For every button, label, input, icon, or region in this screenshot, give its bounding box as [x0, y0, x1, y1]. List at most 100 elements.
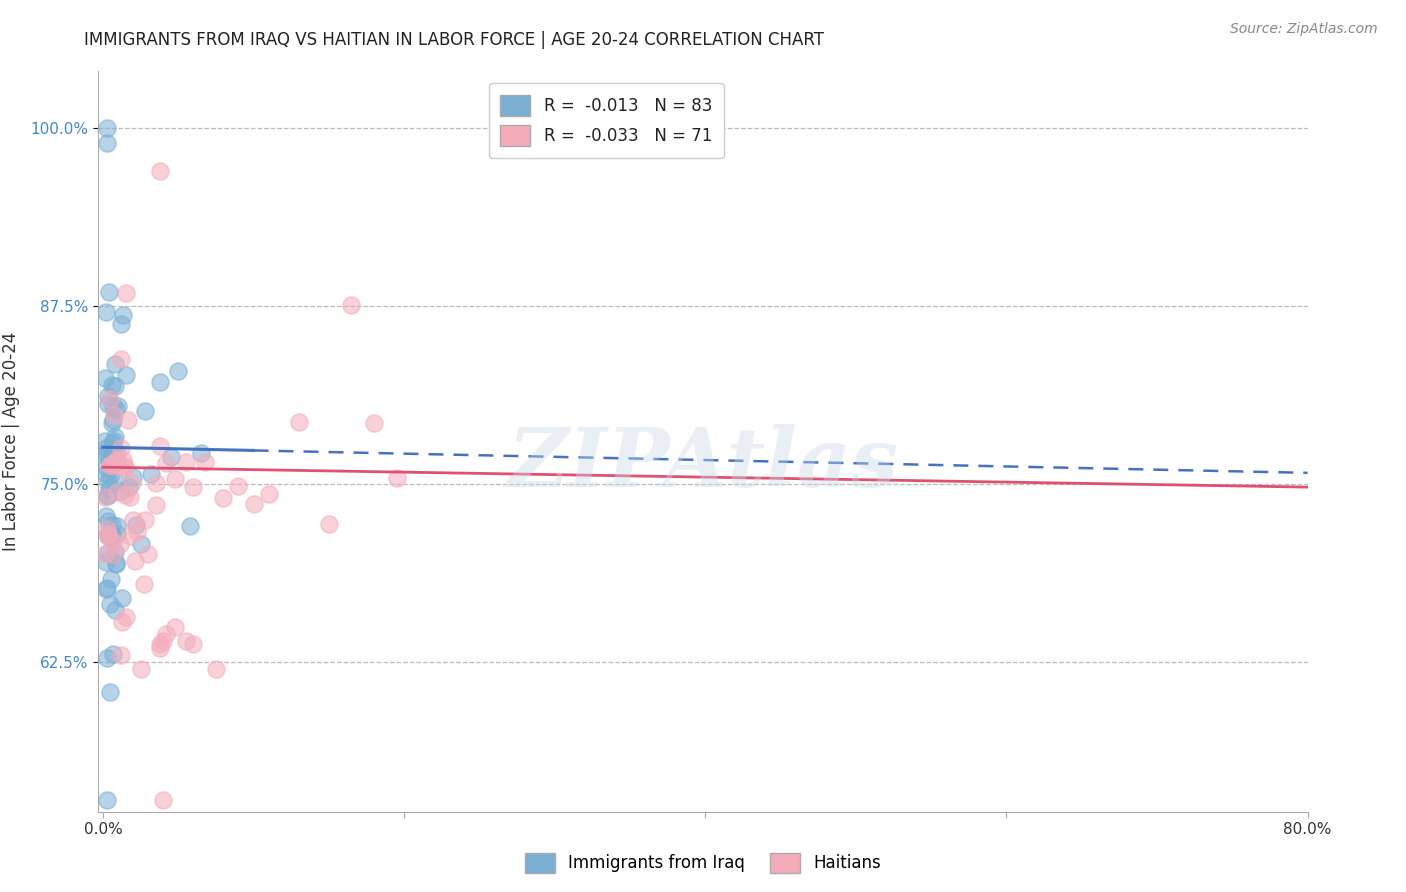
- Point: [340, 298, 363, 312]
- Point: [107, 399, 129, 413]
- Point: [101, 547, 124, 561]
- Point: [100, 572, 122, 586]
- Point: [103, 408, 125, 422]
- Point: [181, 480, 204, 494]
- Point: [96, 136, 118, 150]
- Point: [385, 470, 408, 484]
- Point: [110, 648, 132, 662]
- Point: [149, 440, 172, 454]
- Point: [205, 662, 228, 676]
- Point: [96, 651, 118, 665]
- Point: [110, 484, 132, 499]
- Point: [100, 416, 122, 430]
- Point: [190, 446, 212, 460]
- Point: [149, 640, 172, 655]
- Point: [98, 451, 121, 466]
- Point: [194, 455, 217, 469]
- Point: [115, 610, 138, 624]
- Point: [174, 633, 197, 648]
- Point: [257, 487, 280, 501]
- Point: [105, 518, 128, 533]
- Point: [94, 434, 117, 448]
- Point: [118, 490, 141, 504]
- Point: [125, 517, 148, 532]
- Point: [94, 467, 117, 482]
- Point: [139, 467, 162, 481]
- Point: [111, 591, 134, 606]
- Point: [97, 514, 120, 528]
- Point: [94, 305, 117, 319]
- Point: [100, 469, 122, 483]
- Point: [107, 458, 129, 473]
- Point: [318, 516, 340, 531]
- Point: [174, 454, 197, 468]
- Point: [114, 488, 136, 502]
- Point: [101, 443, 124, 458]
- Point: [94, 448, 117, 462]
- Point: [100, 458, 122, 473]
- Point: [112, 308, 135, 322]
- Point: [105, 484, 128, 499]
- Point: [155, 626, 177, 640]
- Point: [107, 527, 129, 541]
- Point: [363, 416, 385, 430]
- Point: [97, 389, 120, 403]
- Point: [132, 576, 155, 591]
- Point: [121, 476, 143, 491]
- Legend: R =  -0.013   N = 83, R =  -0.033   N = 71: R = -0.013 N = 83, R = -0.033 N = 71: [489, 83, 724, 158]
- Point: [111, 615, 134, 630]
- Point: [94, 490, 117, 504]
- Point: [100, 528, 122, 542]
- Point: [105, 558, 128, 572]
- Point: [104, 544, 127, 558]
- Point: [165, 619, 187, 633]
- Point: [100, 378, 122, 392]
- Point: [101, 413, 124, 427]
- Point: [122, 513, 145, 527]
- Point: [94, 582, 117, 596]
- Point: [134, 513, 156, 527]
- Point: [94, 547, 117, 561]
- Point: [96, 489, 118, 503]
- Point: [104, 357, 127, 371]
- Point: [228, 479, 250, 493]
- Point: [97, 475, 120, 490]
- Point: [100, 435, 122, 450]
- Point: [110, 537, 132, 551]
- Point: [129, 662, 152, 676]
- Point: [117, 480, 139, 494]
- Text: IMMIGRANTS FROM IRAQ VS HAITIAN IN LABOR FORCE | AGE 20-24 CORRELATION CHART: IMMIGRANTS FROM IRAQ VS HAITIAN IN LABOR…: [84, 31, 824, 49]
- Point: [98, 597, 121, 611]
- Point: [149, 637, 172, 651]
- Point: [212, 491, 235, 506]
- Point: [103, 535, 125, 549]
- Text: Source: ZipAtlas.com: Source: ZipAtlas.com: [1230, 22, 1378, 37]
- Point: [105, 557, 128, 571]
- Point: [152, 633, 174, 648]
- Point: [155, 456, 177, 470]
- Point: [96, 522, 118, 536]
- Point: [149, 164, 172, 178]
- Point: [105, 453, 128, 467]
- Point: [110, 351, 132, 366]
- Point: [114, 286, 136, 301]
- Point: [152, 793, 174, 807]
- Point: [97, 488, 120, 502]
- Point: [94, 446, 117, 460]
- Point: [98, 481, 121, 495]
- Point: [97, 396, 120, 410]
- Point: [179, 519, 201, 533]
- Point: [287, 415, 309, 429]
- Point: [98, 458, 121, 472]
- Point: [104, 474, 127, 488]
- Point: [97, 527, 120, 541]
- Point: [114, 461, 136, 475]
- Point: [122, 469, 145, 483]
- Point: [93, 371, 115, 385]
- Point: [136, 547, 159, 561]
- Point: [94, 555, 117, 569]
- Point: [149, 375, 172, 389]
- Point: [111, 452, 134, 467]
- Point: [94, 508, 117, 523]
- Point: [105, 402, 128, 417]
